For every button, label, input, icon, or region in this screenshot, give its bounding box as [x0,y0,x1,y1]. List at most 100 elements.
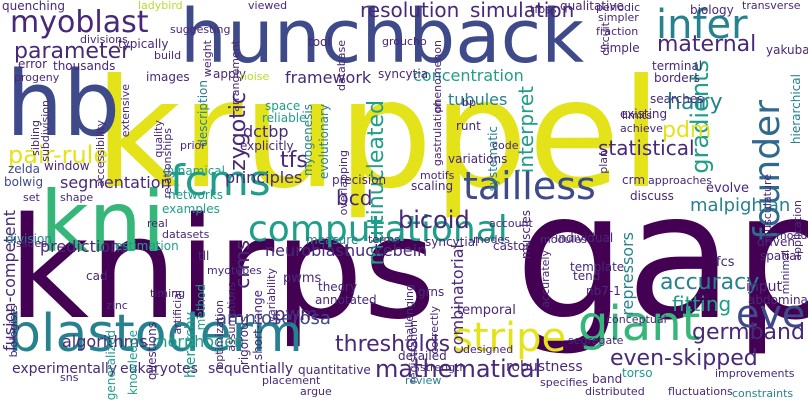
word-giant: giant [578,296,701,352]
word-variations: variations [448,152,508,166]
word-fcs: fcs [716,255,735,270]
word-combinatorial: combinatorial [448,244,467,355]
word-accessibility: accessibility [94,120,107,188]
word-detailed: detailed [398,349,447,363]
word-crm: crm [622,173,646,187]
word-minimal: minimal [779,250,792,295]
word-networks: networks [168,188,223,202]
word-computational: computational [248,209,508,250]
word-reliable: reliable [262,111,307,125]
word-grns: grns [418,285,445,299]
word-placement: placement [262,374,321,387]
word-prior: prior [180,139,206,152]
word-yakuba: yakuba [766,43,808,57]
word-zinc: zinc [106,299,128,312]
word-eve: eve [736,292,806,336]
word-dynamical: dynamical [163,164,225,178]
word-evolve: evolve [706,181,749,196]
word-fraction: fraction [596,25,639,38]
word-timing: timing [150,287,186,300]
word-hunchback: hunchback [180,0,585,80]
word-spatial: spatial [760,249,800,263]
word-zelda: zelda [8,162,40,176]
word-account: account [489,217,533,230]
word-transverse: transverse [742,0,801,12]
word-tailless: tailless [463,164,596,208]
word-window: window [44,159,90,173]
word-evolutionary: evolutionary [317,104,331,180]
word-space: space [265,99,301,113]
word-knirps: knirps [8,188,437,351]
word-qualitative: qualitative [560,0,624,13]
word-overlapping: overlapping [337,150,350,216]
word-infer: infer [656,2,748,48]
word-periodic: periodic [596,1,641,14]
word-principles: principles [225,168,303,187]
word-hairy: hairy [667,90,723,115]
word-temporal: temporal [457,303,516,318]
word-issues: issues [13,237,47,250]
word-examples: examples [162,202,220,216]
word-apply: apply [213,67,247,81]
word-knowledge: knowledge [126,330,140,396]
word-thresholds: thresholds [335,332,451,357]
word-division: division [6,232,52,246]
word-relationships: relationships [161,128,174,199]
word-germband: germband [692,320,805,345]
word-individual: individual [555,231,614,245]
word-template: template [570,260,625,274]
word-estimation: estimation [115,239,179,253]
word-distributed: distributed [585,385,645,398]
word-groucho: groucho [382,35,427,48]
word-maternal: maternal [657,32,757,57]
word-fitting: fitting [672,292,732,316]
word-artificial: artificial [171,290,184,335]
word-datasets: datasets [162,228,210,241]
word-kni: kni [40,173,166,271]
word-noise: noise [240,70,270,83]
word-biology: biology [690,3,734,17]
word-bcd: bcd [336,186,373,210]
word-torso: torso [622,366,653,380]
word-build: build [154,49,182,62]
word-designed: designed [463,343,514,356]
word-method: method [194,284,208,331]
word-measure: measure [306,233,359,247]
word-castor: castor [493,239,531,253]
word-bicoid: bicoid [398,206,470,234]
word-pwm: pwm [274,304,318,325]
word-nb7-1: nb7-1 [586,284,621,298]
word-generalized: generalized [104,330,118,401]
word-explicitly: explicitly [240,139,294,153]
word-discuss: discuss [630,189,674,203]
word-arrangement: arrangement [229,40,242,112]
word-argue: argue [300,385,332,398]
word-searches: searches [650,92,704,106]
word-fcms: fcms [170,156,271,205]
word-tll: tll [198,249,210,263]
word-theory: theory [318,280,358,294]
word-questions: questions [145,322,159,381]
word-images: images [146,70,190,84]
word-driven: driven [757,235,795,249]
word-review: review [405,374,442,387]
word-myoblast: myoblast [10,5,149,40]
word-sequentially: sequentially [208,361,294,377]
word-phenomenon: phenomenon [431,40,444,113]
word-thousands: thousands [53,59,116,73]
word-even-skipped: even-skipped [610,346,758,371]
word-achieve: achieve [620,122,663,135]
word-experimentally: experimentally [12,361,118,377]
word-correctly: correctly [428,306,441,355]
word-accurately: accurately [539,250,552,308]
word-quenching: quenching [2,0,65,13]
word-improvements: improvements [715,367,795,380]
word-pair-rule: pair-rule [8,141,109,169]
word-robustness: robustness [506,359,583,375]
word-huckebein: huckebein [345,241,428,260]
word-eukaryotes: eukaryotes [120,361,198,377]
word-blastoderm: blastoderm [8,304,303,364]
word-hierarchical: hierarchical [789,74,803,145]
word-modular: modular [776,229,808,242]
word-kruppel: kruppel [94,48,662,222]
